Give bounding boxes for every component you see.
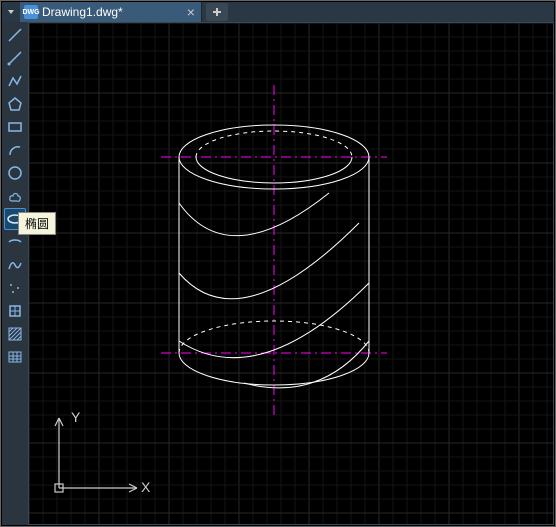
polyline-tool[interactable]	[4, 70, 26, 92]
drawing-canvas[interactable]: Y X	[28, 22, 554, 525]
polygon-tool[interactable]	[4, 93, 26, 115]
rectangle-tool[interactable]	[4, 116, 26, 138]
point-tool[interactable]	[4, 277, 26, 299]
hatch-tool[interactable]	[4, 323, 26, 345]
ucs-x-label: X	[141, 479, 151, 495]
block-tool[interactable]	[4, 300, 26, 322]
tab-close-icon[interactable]: ×	[187, 4, 195, 20]
arc-tool[interactable]	[4, 139, 26, 161]
tab-add-button[interactable]	[206, 3, 228, 21]
ray-tool[interactable]	[4, 47, 26, 69]
revcloud-tool[interactable]	[4, 185, 26, 207]
table-tool[interactable]	[4, 346, 26, 368]
circle-tool[interactable]	[4, 162, 26, 184]
document-tab[interactable]: DWG Drawing1.dwg* ×	[20, 2, 202, 22]
ellipse-tooltip: 椭圆	[18, 212, 56, 235]
ucs-y-label: Y	[71, 409, 81, 425]
tab-filename: Drawing1.dwg*	[42, 5, 123, 19]
tab-bar: DWG Drawing1.dwg* ×	[2, 2, 554, 22]
ucs-indicator: Y X	[47, 406, 157, 506]
dwg-file-icon: DWG	[24, 5, 38, 19]
tab-dropdown-arrow[interactable]	[2, 2, 20, 22]
spline-tool[interactable]	[4, 254, 26, 276]
line-tool[interactable]	[4, 24, 26, 46]
draw-toolbar	[2, 22, 28, 525]
